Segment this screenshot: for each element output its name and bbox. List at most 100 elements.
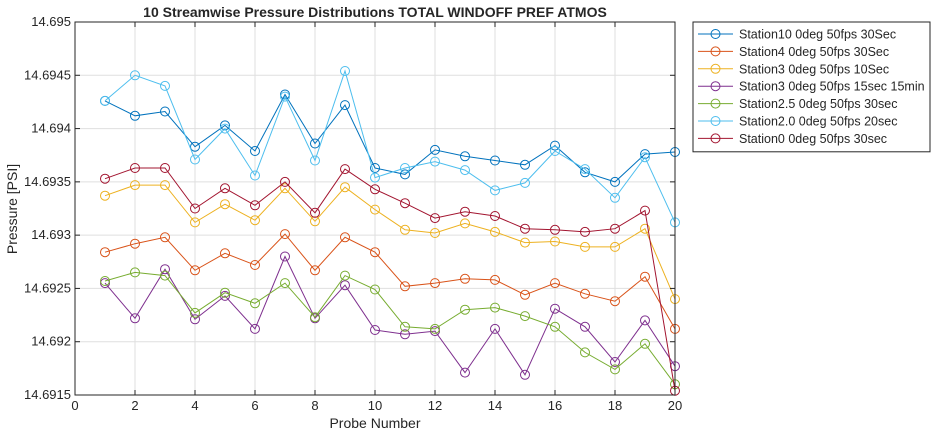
data-point [280,91,290,102]
data-point [100,276,110,286]
legend-item: Station2.0 0deg 50fps 20sec [698,115,897,129]
x-tick-label: 6 [251,398,258,413]
data-point [640,152,650,163]
data-point [160,232,170,243]
data-point [400,163,410,173]
data-point [400,281,410,292]
x-tick-label: 4 [191,398,198,413]
data-point [220,199,230,210]
data-point [250,298,260,309]
data-point [250,323,260,334]
data-point [610,192,620,203]
data-point [610,364,620,375]
data-point [130,180,140,191]
data-point [520,237,530,248]
data-point [610,176,620,187]
data-point [340,280,350,291]
y-axis-label: Pressure [PSI] [4,164,20,254]
data-point [280,278,290,289]
x-tick-label: 12 [428,398,442,413]
legend-item: Station3 0deg 50fps 15sec 15min [698,80,925,94]
data-point [130,110,140,121]
data-point [430,228,440,238]
legend-marker [710,81,721,92]
data-point [460,151,470,162]
legend-marker [710,116,721,126]
data-point [520,159,530,170]
chart-title: 10 Streamwise Pressure Distributions TOT… [143,4,607,20]
x-tick-label: 10 [368,398,382,413]
data-point [610,223,620,234]
data-point [400,329,410,340]
data-point [550,321,560,332]
y-tick-label: 14.694 [31,121,71,136]
data-point [490,185,500,196]
series-line [104,184,676,300]
legend-label: Station0 0deg 50fps 30sec [739,132,887,146]
data-point [580,241,590,252]
data-point [340,66,350,76]
data-point [370,204,380,215]
data-point [400,169,410,180]
data-point [160,180,170,191]
data-point [520,223,530,234]
data-point [550,224,560,235]
data-point [460,218,470,229]
data-point [430,323,440,334]
series-line [104,233,676,330]
series-line [104,255,676,376]
data-point [370,163,380,173]
series-line [104,271,676,385]
data-point [460,304,470,315]
data-point [340,232,350,243]
legend-marker [710,46,721,57]
data-point [250,170,260,181]
x-tick-label: 8 [311,398,318,413]
data-point [640,338,650,349]
legend-item: Station4 0deg 50fps 30Sec [698,45,889,59]
data-point [280,251,290,262]
series-3 [100,180,680,305]
data-point [460,273,470,284]
y-tick-label: 14.6915 [24,387,71,402]
data-point [550,236,560,247]
series-line [104,167,676,391]
data-point [160,270,170,281]
data-point [430,156,440,167]
data-point [220,123,230,134]
data-point [130,70,140,81]
axes [74,21,676,396]
legend-marker [710,29,721,39]
data-point [400,321,410,332]
data-point [550,303,560,314]
data-point [310,138,320,149]
data-point [490,302,500,313]
tick-labels: 0 2 4 6 8 10 12 14 16 18 20 14.6915 14.692 14.6925 14.… [24,14,682,413]
data-point [520,289,530,300]
data-point [100,95,110,106]
data-point [250,200,260,211]
data-point [370,325,380,335]
data-point [610,241,620,252]
data-point [580,288,590,299]
series-layer [100,66,680,396]
data-point [340,100,350,111]
data-point [550,140,560,151]
legend-label: Station3 0deg 50fps 10Sec [739,62,889,76]
data-point [640,223,650,234]
data-point [580,226,590,237]
x-axis-label: Probe Number [329,415,420,431]
data-point [640,149,650,160]
data-point [160,80,170,91]
y-tick-label: 14.695 [31,14,71,29]
data-point [220,120,230,131]
data-point [520,311,530,322]
data-point [190,154,200,165]
legend-box [692,21,931,153]
data-point [190,314,200,325]
legend-marker [710,98,721,109]
series-7 [100,163,680,396]
data-point [220,287,230,298]
data-point [580,164,590,175]
series-5 [100,267,680,390]
